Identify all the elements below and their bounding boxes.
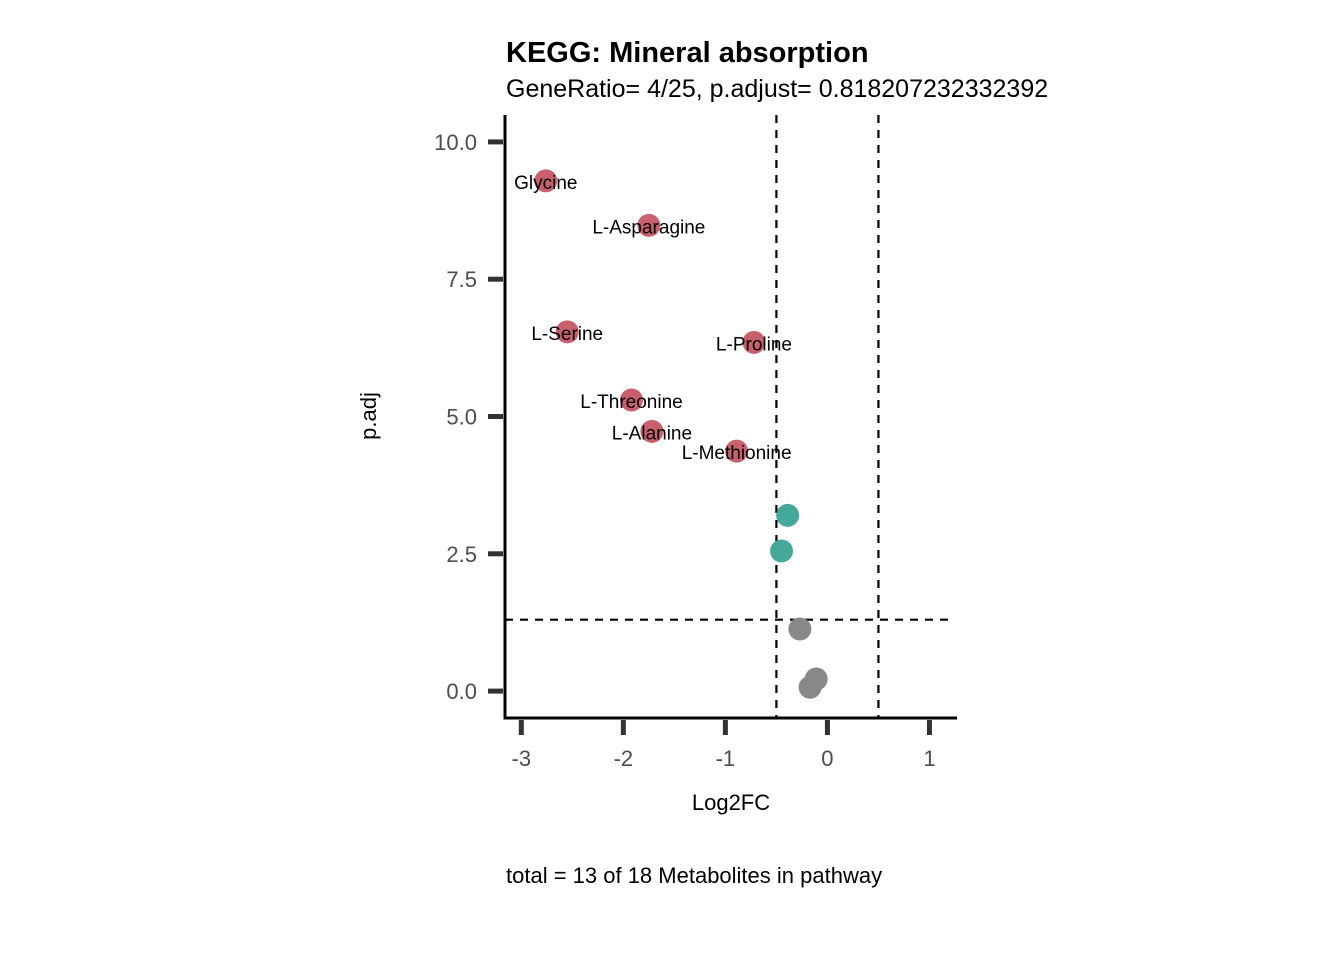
y-tick-label: 2.5 (446, 542, 477, 567)
point-label: L-Threonine (580, 392, 682, 413)
data-points (534, 169, 828, 699)
y-tick-label: 5.0 (446, 405, 477, 430)
data-point (725, 439, 749, 463)
chart-title: KEGG: Mineral absorption (506, 37, 869, 69)
x-tick-label: -3 (512, 746, 532, 771)
point-labels: Glycine L-Asparagine L-Serine L-Proline L-Th… (514, 173, 792, 464)
x-tick-label: 0 (821, 746, 833, 771)
point-label: L-Proline (716, 334, 792, 355)
y-tick-label: 7.5 (446, 267, 477, 292)
chart-subtitle: GeneRatio= 4/25, p.adjust= 0.81820723233… (506, 75, 1048, 103)
data-point (776, 503, 800, 527)
data-point (640, 419, 664, 443)
x-tick-label: 1 (923, 746, 935, 771)
chart-caption: total = 13 of 18 Metabolites in pathway (506, 863, 882, 888)
y-tick-label: 10.0 (434, 130, 477, 155)
data-point (620, 388, 644, 412)
point-label: L-Serine (531, 324, 603, 345)
data-point (637, 213, 661, 237)
x-tick-label: -2 (614, 746, 634, 771)
data-point (788, 617, 812, 641)
data-point (798, 675, 822, 699)
point-label: L-Methionine (682, 443, 792, 464)
x-axis-ticks: -3 -2 -1 0 1 (512, 720, 936, 771)
y-axis-title: p.adj (356, 392, 381, 440)
data-point (742, 330, 766, 354)
axes (503, 115, 957, 720)
data-point (770, 539, 794, 563)
point-label: L-Asparagine (592, 217, 705, 238)
data-point (555, 320, 579, 344)
point-label: L-Alanine (612, 423, 692, 444)
y-axis-ticks: 0.0 2.5 5.0 7.5 10.0 (434, 130, 503, 704)
reference-lines (505, 115, 949, 718)
y-tick-label: 0.0 (446, 679, 477, 704)
x-axis-title: Log2FC (692, 790, 770, 815)
x-tick-label: -1 (716, 746, 736, 771)
point-label: Glycine (514, 173, 577, 194)
data-point (534, 169, 558, 193)
